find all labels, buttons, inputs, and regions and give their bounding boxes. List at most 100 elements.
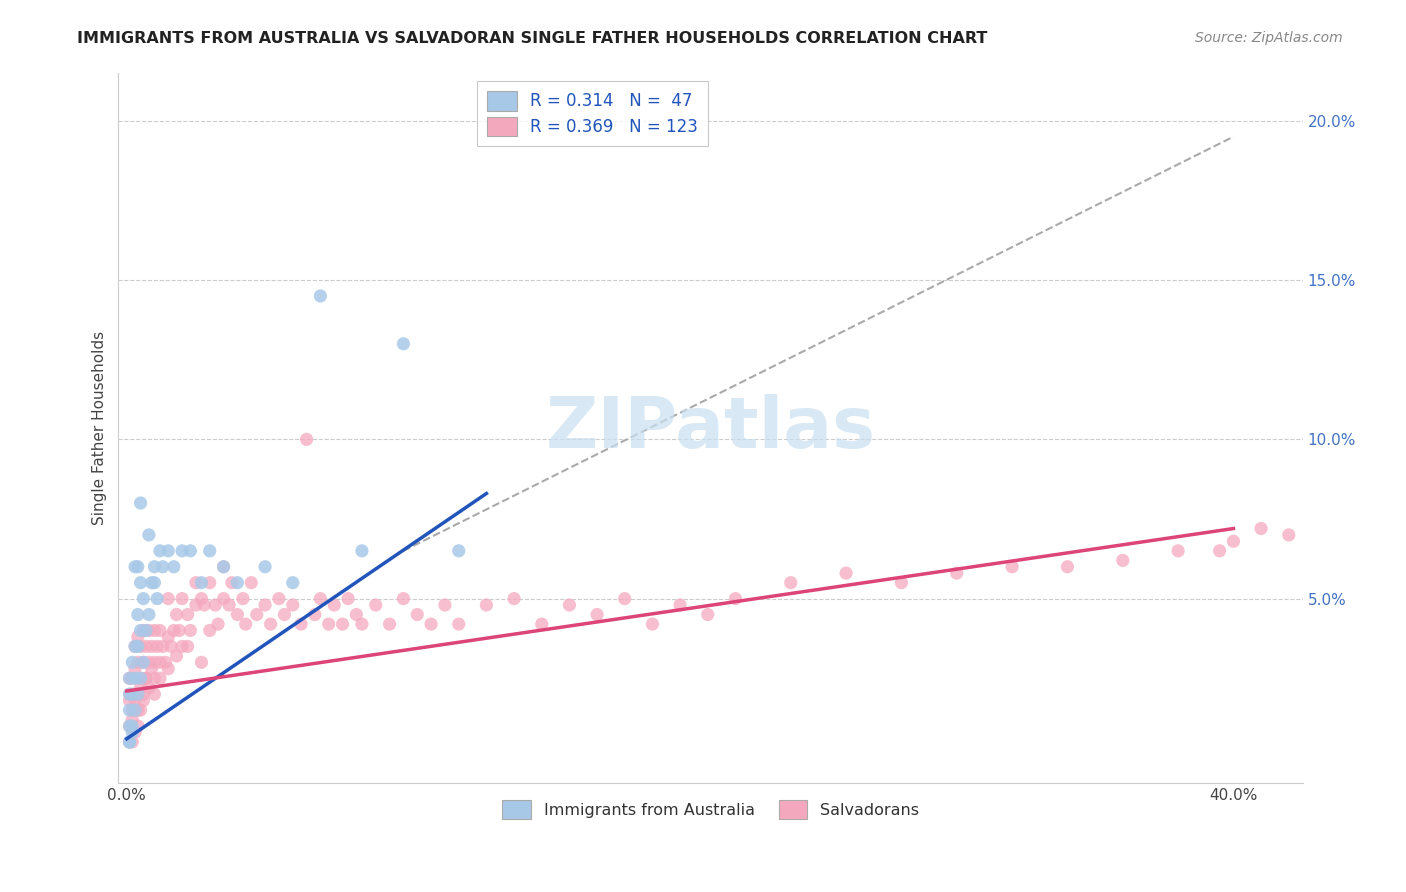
Point bbox=[132, 656, 155, 670]
Point bbox=[170, 544, 193, 558]
Point bbox=[198, 544, 221, 558]
Point bbox=[190, 575, 212, 590]
Point bbox=[166, 607, 188, 622]
Point bbox=[121, 656, 143, 670]
Point bbox=[118, 719, 141, 733]
Point bbox=[146, 640, 169, 654]
Point bbox=[433, 598, 456, 612]
Text: Source: ZipAtlas.com: Source: ZipAtlas.com bbox=[1195, 31, 1343, 45]
Point bbox=[149, 624, 172, 638]
Point bbox=[132, 624, 155, 638]
Point bbox=[166, 648, 188, 663]
Point bbox=[132, 687, 155, 701]
Point bbox=[1056, 559, 1078, 574]
Point bbox=[696, 607, 718, 622]
Point bbox=[1278, 528, 1301, 542]
Point bbox=[198, 624, 221, 638]
Point bbox=[221, 575, 243, 590]
Point bbox=[1250, 522, 1272, 536]
Point bbox=[118, 735, 141, 749]
Point bbox=[141, 662, 163, 676]
Point bbox=[135, 671, 157, 685]
Point bbox=[138, 681, 160, 695]
Point bbox=[143, 575, 166, 590]
Point bbox=[179, 624, 201, 638]
Point bbox=[1167, 544, 1189, 558]
Point bbox=[420, 617, 443, 632]
Point bbox=[135, 671, 157, 685]
Point bbox=[1001, 559, 1024, 574]
Point bbox=[1208, 544, 1230, 558]
Point bbox=[127, 640, 149, 654]
Point bbox=[392, 591, 415, 606]
Point bbox=[143, 656, 166, 670]
Point bbox=[281, 575, 304, 590]
Point bbox=[132, 656, 155, 670]
Point bbox=[132, 693, 155, 707]
Point bbox=[290, 617, 312, 632]
Point bbox=[157, 544, 180, 558]
Point bbox=[124, 693, 146, 707]
Point bbox=[669, 598, 692, 612]
Point bbox=[135, 624, 157, 638]
Point bbox=[160, 640, 183, 654]
Point bbox=[1222, 534, 1244, 549]
Point bbox=[127, 719, 149, 733]
Point bbox=[127, 656, 149, 670]
Point bbox=[121, 719, 143, 733]
Point bbox=[475, 598, 498, 612]
Point bbox=[138, 528, 160, 542]
Point bbox=[170, 640, 193, 654]
Point bbox=[141, 640, 163, 654]
Point bbox=[240, 575, 263, 590]
Point bbox=[127, 559, 149, 574]
Point bbox=[890, 575, 912, 590]
Point bbox=[129, 671, 152, 685]
Point bbox=[406, 607, 429, 622]
Point bbox=[235, 617, 257, 632]
Point bbox=[503, 591, 526, 606]
Point bbox=[129, 640, 152, 654]
Point bbox=[155, 656, 177, 670]
Point bbox=[118, 687, 141, 701]
Point bbox=[641, 617, 664, 632]
Point bbox=[146, 591, 169, 606]
Point bbox=[141, 575, 163, 590]
Point bbox=[337, 591, 360, 606]
Point bbox=[1333, 464, 1355, 478]
Point bbox=[184, 598, 207, 612]
Point bbox=[350, 544, 373, 558]
Point bbox=[121, 687, 143, 701]
Point bbox=[121, 671, 143, 685]
Point bbox=[218, 598, 240, 612]
Point bbox=[193, 598, 215, 612]
Point bbox=[318, 617, 340, 632]
Point bbox=[1112, 553, 1135, 567]
Point bbox=[176, 640, 198, 654]
Point bbox=[295, 433, 318, 447]
Point bbox=[447, 544, 470, 558]
Point bbox=[124, 725, 146, 739]
Point bbox=[121, 703, 143, 717]
Point bbox=[246, 607, 269, 622]
Point bbox=[149, 671, 172, 685]
Point bbox=[364, 598, 387, 612]
Text: IMMIGRANTS FROM AUSTRALIA VS SALVADORAN SINGLE FATHER HOUSEHOLDS CORRELATION CHA: IMMIGRANTS FROM AUSTRALIA VS SALVADORAN … bbox=[77, 31, 987, 46]
Text: ZIPatlas: ZIPatlas bbox=[546, 393, 876, 463]
Point bbox=[190, 656, 212, 670]
Point bbox=[143, 559, 166, 574]
Point bbox=[124, 703, 146, 717]
Point bbox=[207, 617, 229, 632]
Point bbox=[118, 671, 141, 685]
Point bbox=[586, 607, 609, 622]
Point bbox=[530, 617, 553, 632]
Point bbox=[204, 598, 226, 612]
Point bbox=[190, 591, 212, 606]
Point bbox=[143, 624, 166, 638]
Point bbox=[163, 559, 186, 574]
Point bbox=[226, 607, 249, 622]
Point bbox=[1361, 448, 1384, 462]
Legend: Immigrants from Australia, Salvadorans: Immigrants from Australia, Salvadorans bbox=[496, 794, 925, 825]
Point bbox=[138, 607, 160, 622]
Point bbox=[118, 687, 141, 701]
